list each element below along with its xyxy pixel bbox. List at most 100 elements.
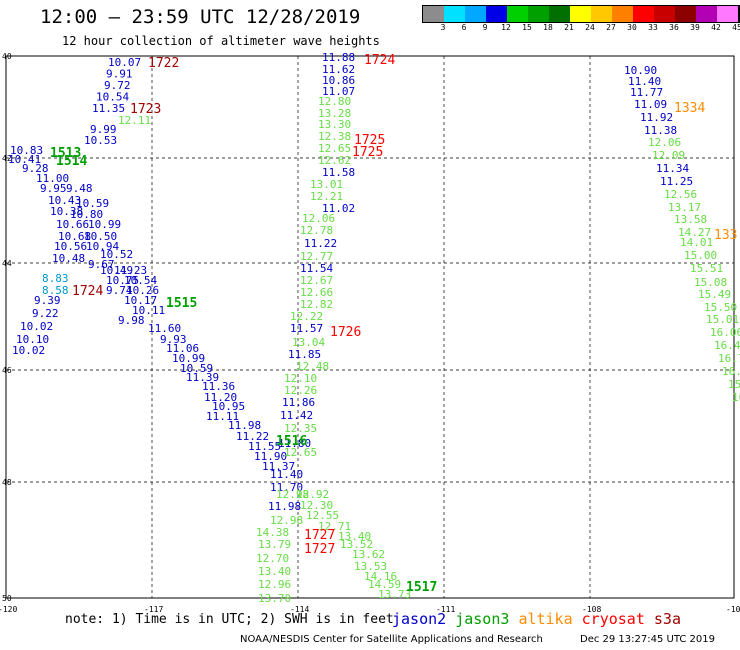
wave-height-value: 15.50	[704, 301, 737, 314]
wave-height-value: 11.07	[322, 85, 355, 98]
pass-time-label: 1517	[406, 580, 437, 595]
pass-time-label: 1724	[364, 53, 395, 68]
legend-item-jason3: jason3	[455, 610, 519, 628]
wave-height-value: 11.58	[322, 166, 355, 179]
colorbar-swatch	[528, 6, 549, 22]
colorbar-swatch	[654, 6, 675, 22]
wave-height-value: 12.35	[284, 422, 317, 435]
wave-height-value: 11.57	[290, 322, 323, 335]
wave-height-value: 13.70	[258, 592, 291, 605]
wave-height-value: 11.80	[278, 437, 311, 450]
colorbar-label: 9	[482, 23, 488, 32]
longitude-tick-label: -120	[0, 605, 17, 614]
wave-height-value: 15.01	[706, 313, 739, 326]
wave-height-value: 10.43	[48, 194, 81, 207]
wave-height-value: 14.59	[368, 578, 401, 591]
wave-height-value: 10.50	[84, 230, 117, 243]
wave-height-value: 11.36	[202, 380, 235, 393]
wave-height-value: 12.56	[664, 188, 697, 201]
wave-height-value: 13.28	[318, 107, 351, 120]
wave-height-value: 10.99	[88, 218, 121, 231]
wave-height-value: 9.48	[66, 182, 93, 195]
colorbar-label: 21	[564, 23, 574, 32]
wave-height-value: 10.49	[100, 264, 133, 277]
wave-height-value: 16.06	[710, 326, 740, 339]
wave-height-value: 11.92	[640, 111, 673, 124]
wave-height-value: 9.67	[88, 258, 115, 271]
latitude-tick-label: 48	[2, 478, 12, 487]
pass-time-label: 1725	[354, 133, 385, 148]
wave-height-value: 15	[728, 378, 740, 391]
colorbar-label: 15	[522, 23, 532, 32]
colorbar-label: 45	[732, 23, 740, 32]
wave-height-value: 10.26	[126, 284, 159, 297]
wave-height-value: 11.77	[630, 86, 663, 99]
wave-height-value: 9.91	[106, 68, 133, 81]
wave-height-value: 11.42	[280, 409, 313, 422]
wave-height-value: 12.26	[284, 384, 317, 397]
wave-height-value: 11.40	[628, 75, 661, 88]
wave-height-value: 12.96	[258, 578, 291, 591]
wave-height-value: 12.65	[318, 142, 351, 155]
longitude-tick-label: -111	[436, 605, 455, 614]
colorbar-swatch	[696, 6, 717, 22]
wave-height-value: 12.22	[290, 310, 323, 323]
wave-height-value: 9.98	[118, 314, 145, 327]
wave-height-value: 11.85	[288, 348, 321, 361]
longitude-tick-label: -105	[726, 605, 740, 614]
pass-time-label: 1725	[352, 145, 383, 160]
wave-height-value: 12.06	[302, 212, 335, 225]
wave-height-value: 8.58	[42, 284, 69, 297]
colorbar-label: 33	[648, 23, 658, 32]
wave-height-value: 12.92	[296, 488, 329, 501]
colorbar-label: 36	[669, 23, 679, 32]
footer-source: NOAA/NESDIS Center for Satellite Applica…	[240, 634, 543, 645]
colorbar	[422, 5, 740, 23]
wave-height-value: 10.54	[124, 274, 157, 287]
wave-height-value: 11.39	[186, 371, 219, 384]
wave-height-value: 11.34	[656, 162, 689, 175]
wave-height-value: 12.78	[300, 224, 333, 237]
wave-height-value: 9.95	[40, 182, 67, 195]
colorbar-swatch	[444, 6, 465, 22]
wave-height-value: 12.55	[306, 509, 339, 522]
pass-time-label: 1727	[304, 528, 335, 543]
map-subtitle: 12 hour collection of altimeter wave hei…	[62, 34, 380, 48]
wave-height-value: 10.17	[124, 294, 157, 307]
wave-height-value: 16.	[722, 365, 740, 378]
colorbar-swatch	[486, 6, 507, 22]
wave-height-value: 15.51	[690, 262, 723, 275]
wave-height-value: 15.08	[694, 276, 727, 289]
colorbar-swatch	[465, 6, 486, 22]
wave-height-value: 11.98	[268, 500, 301, 513]
colorbar-swatch	[612, 6, 633, 22]
pass-time-label: 1334	[674, 101, 705, 116]
wave-height-value: 11.37	[262, 460, 295, 473]
wave-height-value: 13.17	[668, 201, 701, 214]
wave-height-value: 11.88	[322, 51, 355, 64]
wave-height-value: 11.02	[322, 202, 355, 215]
pass-time-label: 1722	[148, 56, 179, 71]
pass-time-label: 1723	[130, 102, 161, 117]
wave-height-value: 13.53	[354, 560, 387, 573]
wave-height-value: 12.82	[300, 298, 333, 311]
legend-item-cryosat: cryosat	[581, 610, 654, 628]
pass-time-label: 1726	[330, 325, 361, 340]
colorbar-swatch	[675, 6, 696, 22]
wave-height-value: 12.67	[300, 274, 333, 287]
wave-height-value: 11.70	[270, 481, 303, 494]
latitude-tick-label: 50	[2, 594, 12, 603]
wave-height-value: 11.60	[148, 322, 181, 335]
longitude-tick-label: -108	[582, 605, 601, 614]
pass-time-label: 133	[714, 228, 737, 243]
wave-height-value: 10.59	[180, 362, 213, 375]
wave-height-value: 11.23	[114, 264, 147, 277]
wave-height-value: 12.48	[296, 360, 329, 373]
wave-height-value: 9.72	[104, 79, 131, 92]
wave-height-value: 11.11	[206, 410, 239, 423]
wave-height-value: 11.86	[282, 396, 315, 409]
colorbar-swatch	[591, 6, 612, 22]
longitude-tick-label: -114	[290, 605, 309, 614]
wave-height-value: 14.38	[256, 526, 289, 539]
